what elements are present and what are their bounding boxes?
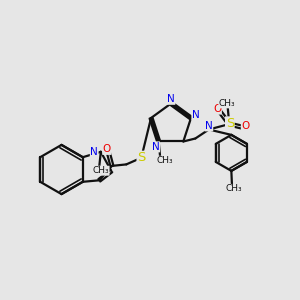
Text: S: S	[226, 117, 234, 130]
Text: N: N	[205, 121, 213, 131]
Text: S: S	[137, 151, 146, 164]
Text: N: N	[167, 94, 175, 104]
Text: CH₃: CH₃	[225, 184, 242, 194]
Text: N: N	[192, 110, 200, 120]
Text: O: O	[103, 144, 111, 154]
Text: O: O	[241, 122, 250, 131]
Text: CH₃: CH₃	[92, 166, 109, 175]
Text: N: N	[90, 147, 98, 157]
Text: CH₃: CH₃	[156, 156, 173, 165]
Text: CH₃: CH₃	[219, 99, 236, 108]
Text: N: N	[152, 142, 160, 152]
Text: O: O	[213, 104, 221, 114]
